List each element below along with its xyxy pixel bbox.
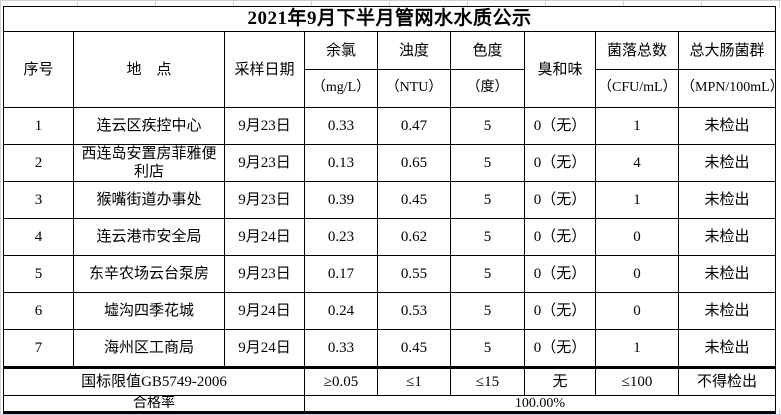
cell-odor: 0（无） xyxy=(524,144,596,182)
table-row: 4 连云港市安全局 9月24日 0.23 0.62 5 0（无） 0 未检出 xyxy=(3,218,777,256)
cell-seq: 7 xyxy=(3,329,74,368)
cell-coliform: 未检出 xyxy=(677,181,777,219)
cell-chlorine: 0.33 xyxy=(304,329,378,368)
cell-turbidity: 0.47 xyxy=(377,107,451,145)
cell-color: 5 xyxy=(450,218,525,256)
cell-color: 5 xyxy=(450,255,525,293)
cell-coliform: 未检出 xyxy=(677,255,777,293)
col-header-location: 地 点 xyxy=(73,31,225,108)
cell-chlorine: 0.24 xyxy=(304,292,378,330)
spreadsheet-gridlines-top xyxy=(0,0,781,8)
cell-location: 墟沟四季花城 xyxy=(73,292,225,330)
cell-colony: 0 xyxy=(595,292,679,330)
table-row: 6 墟沟四季花城 9月24日 0.24 0.53 5 0（无） 0 未检出 xyxy=(3,292,777,330)
cell-odor: 0（无） xyxy=(524,329,596,368)
cell-location: 连云区疾控中心 xyxy=(73,107,225,145)
table-row: 1 连云区疾控中心 9月23日 0.33 0.47 5 0（无） 1 未检出 xyxy=(3,107,777,145)
cell-color: 5 xyxy=(450,144,525,182)
cell-seq: 3 xyxy=(3,181,74,219)
cell-sample-date: 9月24日 xyxy=(224,329,305,368)
limits-label: 国标限值GB5749-2006 xyxy=(3,366,305,396)
cell-turbidity: 0.53 xyxy=(377,292,451,330)
pass-rate-value: 100.00% xyxy=(303,395,777,414)
cell-turbidity: 0.65 xyxy=(377,144,451,182)
col-header-coliform: 总大肠菌群 xyxy=(677,31,777,70)
cell-turbidity: 0.45 xyxy=(377,329,451,368)
cell-coliform: 未检出 xyxy=(677,144,777,182)
cell-location: 西连岛安置房菲雅便利店 xyxy=(73,144,225,182)
cell-seq: 4 xyxy=(3,218,74,256)
cell-turbidity: 0.45 xyxy=(377,181,451,219)
cell-seq: 6 xyxy=(3,292,74,330)
cell-chlorine: 0.13 xyxy=(304,144,378,182)
col-unit-color: （度） xyxy=(450,69,525,108)
cell-turbidity: 0.62 xyxy=(377,218,451,256)
col-header-odor: 臭和味 xyxy=(524,31,596,108)
table-row: 5 东辛农场云台泵房 9月23日 0.17 0.55 5 0（无） 0 未检出 xyxy=(3,255,777,293)
cell-turbidity: 0.55 xyxy=(377,255,451,293)
limit-chlorine: ≥0.05 xyxy=(304,366,378,396)
cell-colony: 0 xyxy=(595,218,679,256)
page-title: 2021年9月下半月管网水水质公示 xyxy=(2,6,777,32)
col-unit-colony: （CFU/mL） xyxy=(595,69,679,108)
cell-coliform: 未检出 xyxy=(677,107,777,145)
cell-color: 5 xyxy=(450,181,525,219)
cell-sample-date: 9月23日 xyxy=(224,255,305,293)
cell-seq: 5 xyxy=(3,255,74,293)
water-quality-table: 2021年9月下半月管网水水质公示 序号 地 点 采样日期 余氯 浊度 色度 臭… xyxy=(2,6,777,414)
cell-colony: 4 xyxy=(595,144,679,182)
cell-location: 连云港市安全局 xyxy=(73,218,225,256)
limit-odor: 无 xyxy=(524,366,596,396)
cell-chlorine: 0.39 xyxy=(304,181,378,219)
cell-seq: 2 xyxy=(3,144,74,182)
col-header-seq: 序号 xyxy=(3,31,74,108)
cell-sample-date: 9月23日 xyxy=(224,144,305,182)
cell-odor: 0（无） xyxy=(524,292,596,330)
col-unit-chlorine: （mg/L） xyxy=(304,69,378,108)
limit-colony: ≤100 xyxy=(595,366,679,396)
pass-rate-label: 合格率 xyxy=(3,395,305,414)
cell-sample-date: 9月24日 xyxy=(224,218,305,256)
col-header-turbidity: 浊度 xyxy=(377,31,451,70)
cell-location: 猴嘴街道办事处 xyxy=(73,181,225,219)
table-row: 2 西连岛安置房菲雅便利店 9月23日 0.13 0.65 5 0（无） 4 未… xyxy=(3,144,777,182)
cell-color: 5 xyxy=(450,292,525,330)
col-unit-coliform: （MPN/100mL） xyxy=(677,69,777,108)
cell-chlorine: 0.17 xyxy=(304,255,378,293)
limit-color: ≤15 xyxy=(450,366,525,396)
cell-color: 5 xyxy=(450,107,525,145)
cell-colony: 1 xyxy=(595,107,679,145)
cell-coliform: 未检出 xyxy=(677,218,777,256)
cell-coliform: 未检出 xyxy=(677,292,777,330)
table-row: 7 海州区工商局 9月24日 0.33 0.45 5 0（无） 1 未检出 xyxy=(3,329,777,368)
cell-colony: 0 xyxy=(595,255,679,293)
cell-chlorine: 0.23 xyxy=(304,218,378,256)
cell-colony: 1 xyxy=(595,181,679,219)
col-unit-turbidity: （NTU） xyxy=(377,69,451,108)
cell-colony: 1 xyxy=(595,329,679,368)
cell-chlorine: 0.33 xyxy=(304,107,378,145)
col-header-color: 色度 xyxy=(450,31,525,70)
col-header-chlorine: 余氯 xyxy=(304,31,378,70)
cell-odor: 0（无） xyxy=(524,218,596,256)
limit-coliform: 不得检出 xyxy=(677,366,777,396)
cell-sample-date: 9月23日 xyxy=(224,107,305,145)
col-header-sample-date: 采样日期 xyxy=(224,31,305,108)
cell-odor: 0（无） xyxy=(524,181,596,219)
cell-location: 东辛农场云台泵房 xyxy=(73,255,225,293)
limit-turbidity: ≤1 xyxy=(377,366,451,396)
col-header-colony: 菌落总数 xyxy=(595,31,679,70)
cell-sample-date: 9月24日 xyxy=(224,292,305,330)
cell-sample-date: 9月23日 xyxy=(224,181,305,219)
cell-odor: 0（无） xyxy=(524,107,596,145)
cell-odor: 0（无） xyxy=(524,255,596,293)
cell-color: 5 xyxy=(450,329,525,368)
spreadsheet-gridline-left xyxy=(0,0,1,415)
cell-coliform: 未检出 xyxy=(677,329,777,368)
table-row: 3 猴嘴街道办事处 9月23日 0.39 0.45 5 0（无） 1 未检出 xyxy=(3,181,777,219)
cell-seq: 1 xyxy=(3,107,74,145)
cell-location: 海州区工商局 xyxy=(73,329,225,368)
